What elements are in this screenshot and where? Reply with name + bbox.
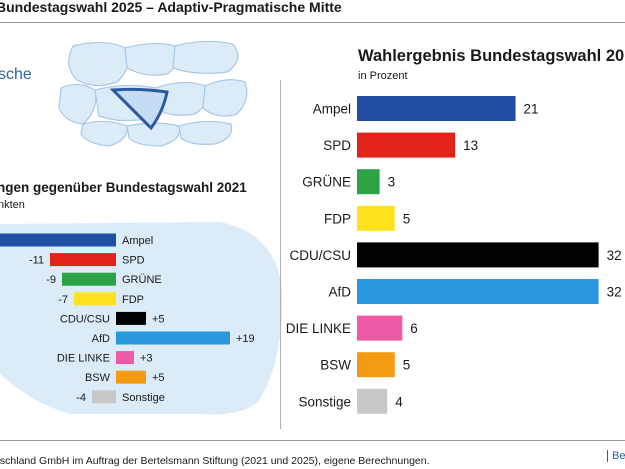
milieu-map bbox=[58, 40, 248, 147]
result-value-label: 4 bbox=[395, 394, 403, 409]
change-bar-afd bbox=[116, 331, 230, 345]
result-chart-title: Wahlergebnis Bundestagswahl 20 bbox=[358, 47, 625, 65]
page-title: Bundestagswahl 2025 – Adaptiv-Pragmatisc… bbox=[0, 0, 342, 15]
result-category-label: CDU/CSU bbox=[289, 248, 351, 263]
change-value-label: -9 bbox=[46, 274, 56, 286]
footer-divider bbox=[0, 440, 625, 441]
change-category-label: CDU/CSU bbox=[60, 313, 110, 325]
change-bar-die-linke bbox=[116, 351, 134, 365]
change-value-label: +19 bbox=[236, 333, 255, 345]
change-bar-bsw bbox=[116, 370, 146, 384]
result-category-label: DIE LINKE bbox=[286, 321, 351, 336]
change-value-label: +3 bbox=[140, 353, 153, 365]
result-category-label: Ampel bbox=[313, 102, 351, 117]
result-bar-spd bbox=[357, 132, 456, 158]
result-bar-die-linke bbox=[357, 315, 403, 341]
source-note: tschland GmbH im Auftrag der Bertelsmann… bbox=[0, 455, 430, 467]
change-value-label: +5 bbox=[152, 372, 165, 384]
result-value-label: 21 bbox=[524, 102, 539, 117]
result-value-label: 5 bbox=[403, 211, 411, 226]
change-category-label: SPD bbox=[122, 255, 145, 267]
title-divider bbox=[0, 22, 625, 23]
change-chart-subtitle: nkten bbox=[0, 199, 25, 211]
result-bar-fdp bbox=[357, 205, 395, 231]
change-category-label: BSW bbox=[85, 372, 111, 384]
change-value-label: -11 bbox=[29, 255, 44, 267]
change-category-label: Ampel bbox=[122, 235, 153, 247]
result-value-label: 32 bbox=[607, 285, 622, 300]
change-category-label: Sonstige bbox=[122, 392, 165, 404]
result-category-label: FDP bbox=[324, 211, 351, 226]
change-bar-cdu-csu bbox=[116, 311, 146, 325]
change-value-label: -4 bbox=[76, 392, 86, 404]
result-category-label: AfD bbox=[328, 285, 351, 300]
brand-label: Be bbox=[607, 450, 625, 462]
change-category-label: GRÜNE bbox=[122, 274, 162, 286]
result-value-label: 13 bbox=[463, 138, 478, 153]
milieu-label: sche bbox=[0, 66, 32, 83]
result-bar-ampel bbox=[357, 96, 516, 121]
change-category-label: AfD bbox=[92, 333, 110, 345]
result-chart: Ampel 21 SPD 13 GRÜNE 3 FDP 5 CDU/CSU 32 AfD 32 DIE … bbox=[286, 96, 622, 414]
change-bar-sonstige bbox=[92, 390, 116, 404]
result-bar-gr-ne bbox=[357, 169, 380, 195]
column-divider bbox=[280, 80, 281, 429]
result-bar-afd bbox=[357, 279, 599, 304]
change-bar-gr-ne bbox=[62, 272, 116, 286]
change-chart: Ampel SPD -11 GRÜNE -9 FDP -7 CDU/CSU +5 AfD +19 DI… bbox=[0, 222, 283, 415]
result-bar-sonstige bbox=[357, 388, 388, 414]
result-value-label: 6 bbox=[410, 321, 418, 336]
result-value-label: 3 bbox=[388, 175, 396, 190]
change-bar-ampel bbox=[0, 233, 116, 247]
result-chart-subtitle: in Prozent bbox=[358, 70, 408, 82]
result-bar-bsw bbox=[357, 352, 395, 378]
change-value-label: +5 bbox=[152, 313, 165, 325]
change-category-label: DIE LINKE bbox=[57, 353, 110, 365]
result-value-label: 32 bbox=[607, 248, 622, 263]
change-chart-title: ngen gegenüber Bundestagswahl 2021 bbox=[0, 180, 247, 195]
result-category-label: GRÜNE bbox=[302, 175, 351, 190]
result-category-label: Sonstige bbox=[298, 394, 351, 409]
change-value-label: -7 bbox=[58, 294, 68, 306]
change-bar-spd bbox=[50, 253, 116, 267]
result-value-label: 5 bbox=[403, 358, 411, 373]
change-bar-fdp bbox=[74, 292, 116, 306]
result-category-label: SPD bbox=[323, 138, 351, 153]
change-category-label: FDP bbox=[122, 294, 144, 306]
result-category-label: BSW bbox=[320, 358, 351, 373]
result-bar-cdu-csu bbox=[357, 242, 599, 268]
